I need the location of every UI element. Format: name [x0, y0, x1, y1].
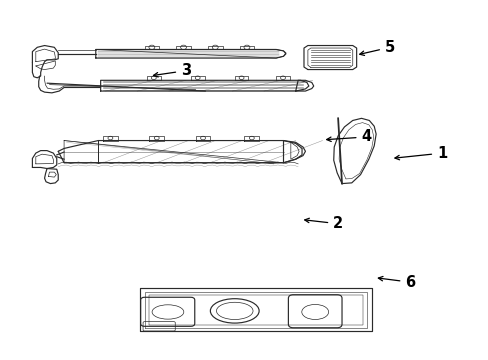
Text: 6: 6	[378, 275, 415, 290]
Text: 4: 4	[326, 130, 371, 144]
Text: 1: 1	[394, 145, 447, 161]
Text: 3: 3	[153, 63, 191, 78]
Text: 2: 2	[304, 216, 343, 231]
Text: 5: 5	[359, 40, 394, 55]
